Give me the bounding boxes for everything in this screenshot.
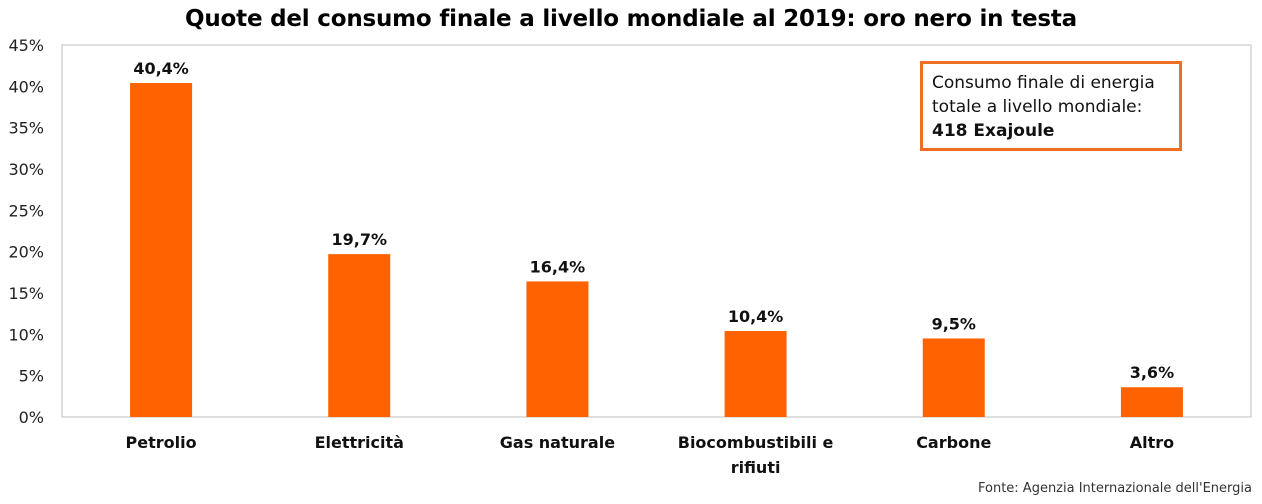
- data-label: 9,5%: [932, 314, 976, 333]
- data-label: 40,4%: [133, 59, 189, 78]
- y-tick-label: 0%: [19, 408, 44, 427]
- bar: [526, 281, 589, 417]
- data-label: 10,4%: [728, 307, 784, 326]
- data-label: 3,6%: [1130, 363, 1174, 382]
- y-tick-label: 15%: [8, 284, 44, 303]
- data-label: 16,4%: [530, 257, 586, 276]
- total-consumption-callout: Consumo finale di energia totale a livel…: [920, 61, 1182, 151]
- plot-area-frame: [61, 44, 1252, 418]
- x-tick-label: Petrolio: [126, 433, 197, 452]
- y-tick-label: 35%: [8, 119, 44, 138]
- data-label: 19,7%: [331, 230, 387, 249]
- x-tick-label: rifiuti: [731, 458, 781, 477]
- callout-total-value: 418 Exajoule: [932, 121, 1055, 141]
- y-tick-label: 40%: [8, 77, 44, 96]
- bar: [130, 83, 193, 417]
- bar: [328, 254, 391, 417]
- bar: [922, 338, 985, 417]
- y-tick-label: 25%: [8, 201, 44, 220]
- y-tick-label: 20%: [8, 243, 44, 262]
- y-tick-label: 5%: [19, 367, 44, 386]
- x-tick-label: Altro: [1130, 433, 1174, 452]
- chart-title: Quote del consumo finale a livello mondi…: [185, 6, 1077, 32]
- x-tick-label: Biocombustibili e: [678, 433, 834, 452]
- callout-line-2: totale a livello mondiale:: [932, 97, 1143, 117]
- y-tick-label: 30%: [8, 160, 44, 179]
- y-tick-label: 10%: [8, 325, 44, 344]
- bar: [724, 331, 787, 417]
- callout-line-1: Consumo finale di energia: [932, 73, 1155, 93]
- source-note: Fonte: Agenzia Internazionale dell'Energ…: [977, 481, 1252, 496]
- x-tick-label: Carbone: [916, 433, 991, 452]
- x-tick-label: Elettricità: [315, 433, 404, 452]
- y-tick-label: 45%: [8, 36, 44, 55]
- bar: [1120, 387, 1183, 417]
- x-tick-label: Gas naturale: [500, 433, 615, 452]
